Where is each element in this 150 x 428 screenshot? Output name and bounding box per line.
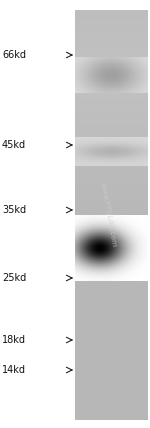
Text: 45kd: 45kd [2, 140, 26, 150]
Text: www.PTGLAB.com: www.PTGLAB.com [99, 182, 117, 248]
Bar [75, 10, 148, 420]
Text: 35kd: 35kd [2, 205, 26, 215]
Text: 14kd: 14kd [2, 365, 26, 375]
Text: 18kd: 18kd [2, 335, 26, 345]
Text: 25kd: 25kd [2, 273, 26, 283]
Text: 66kd: 66kd [2, 50, 26, 60]
